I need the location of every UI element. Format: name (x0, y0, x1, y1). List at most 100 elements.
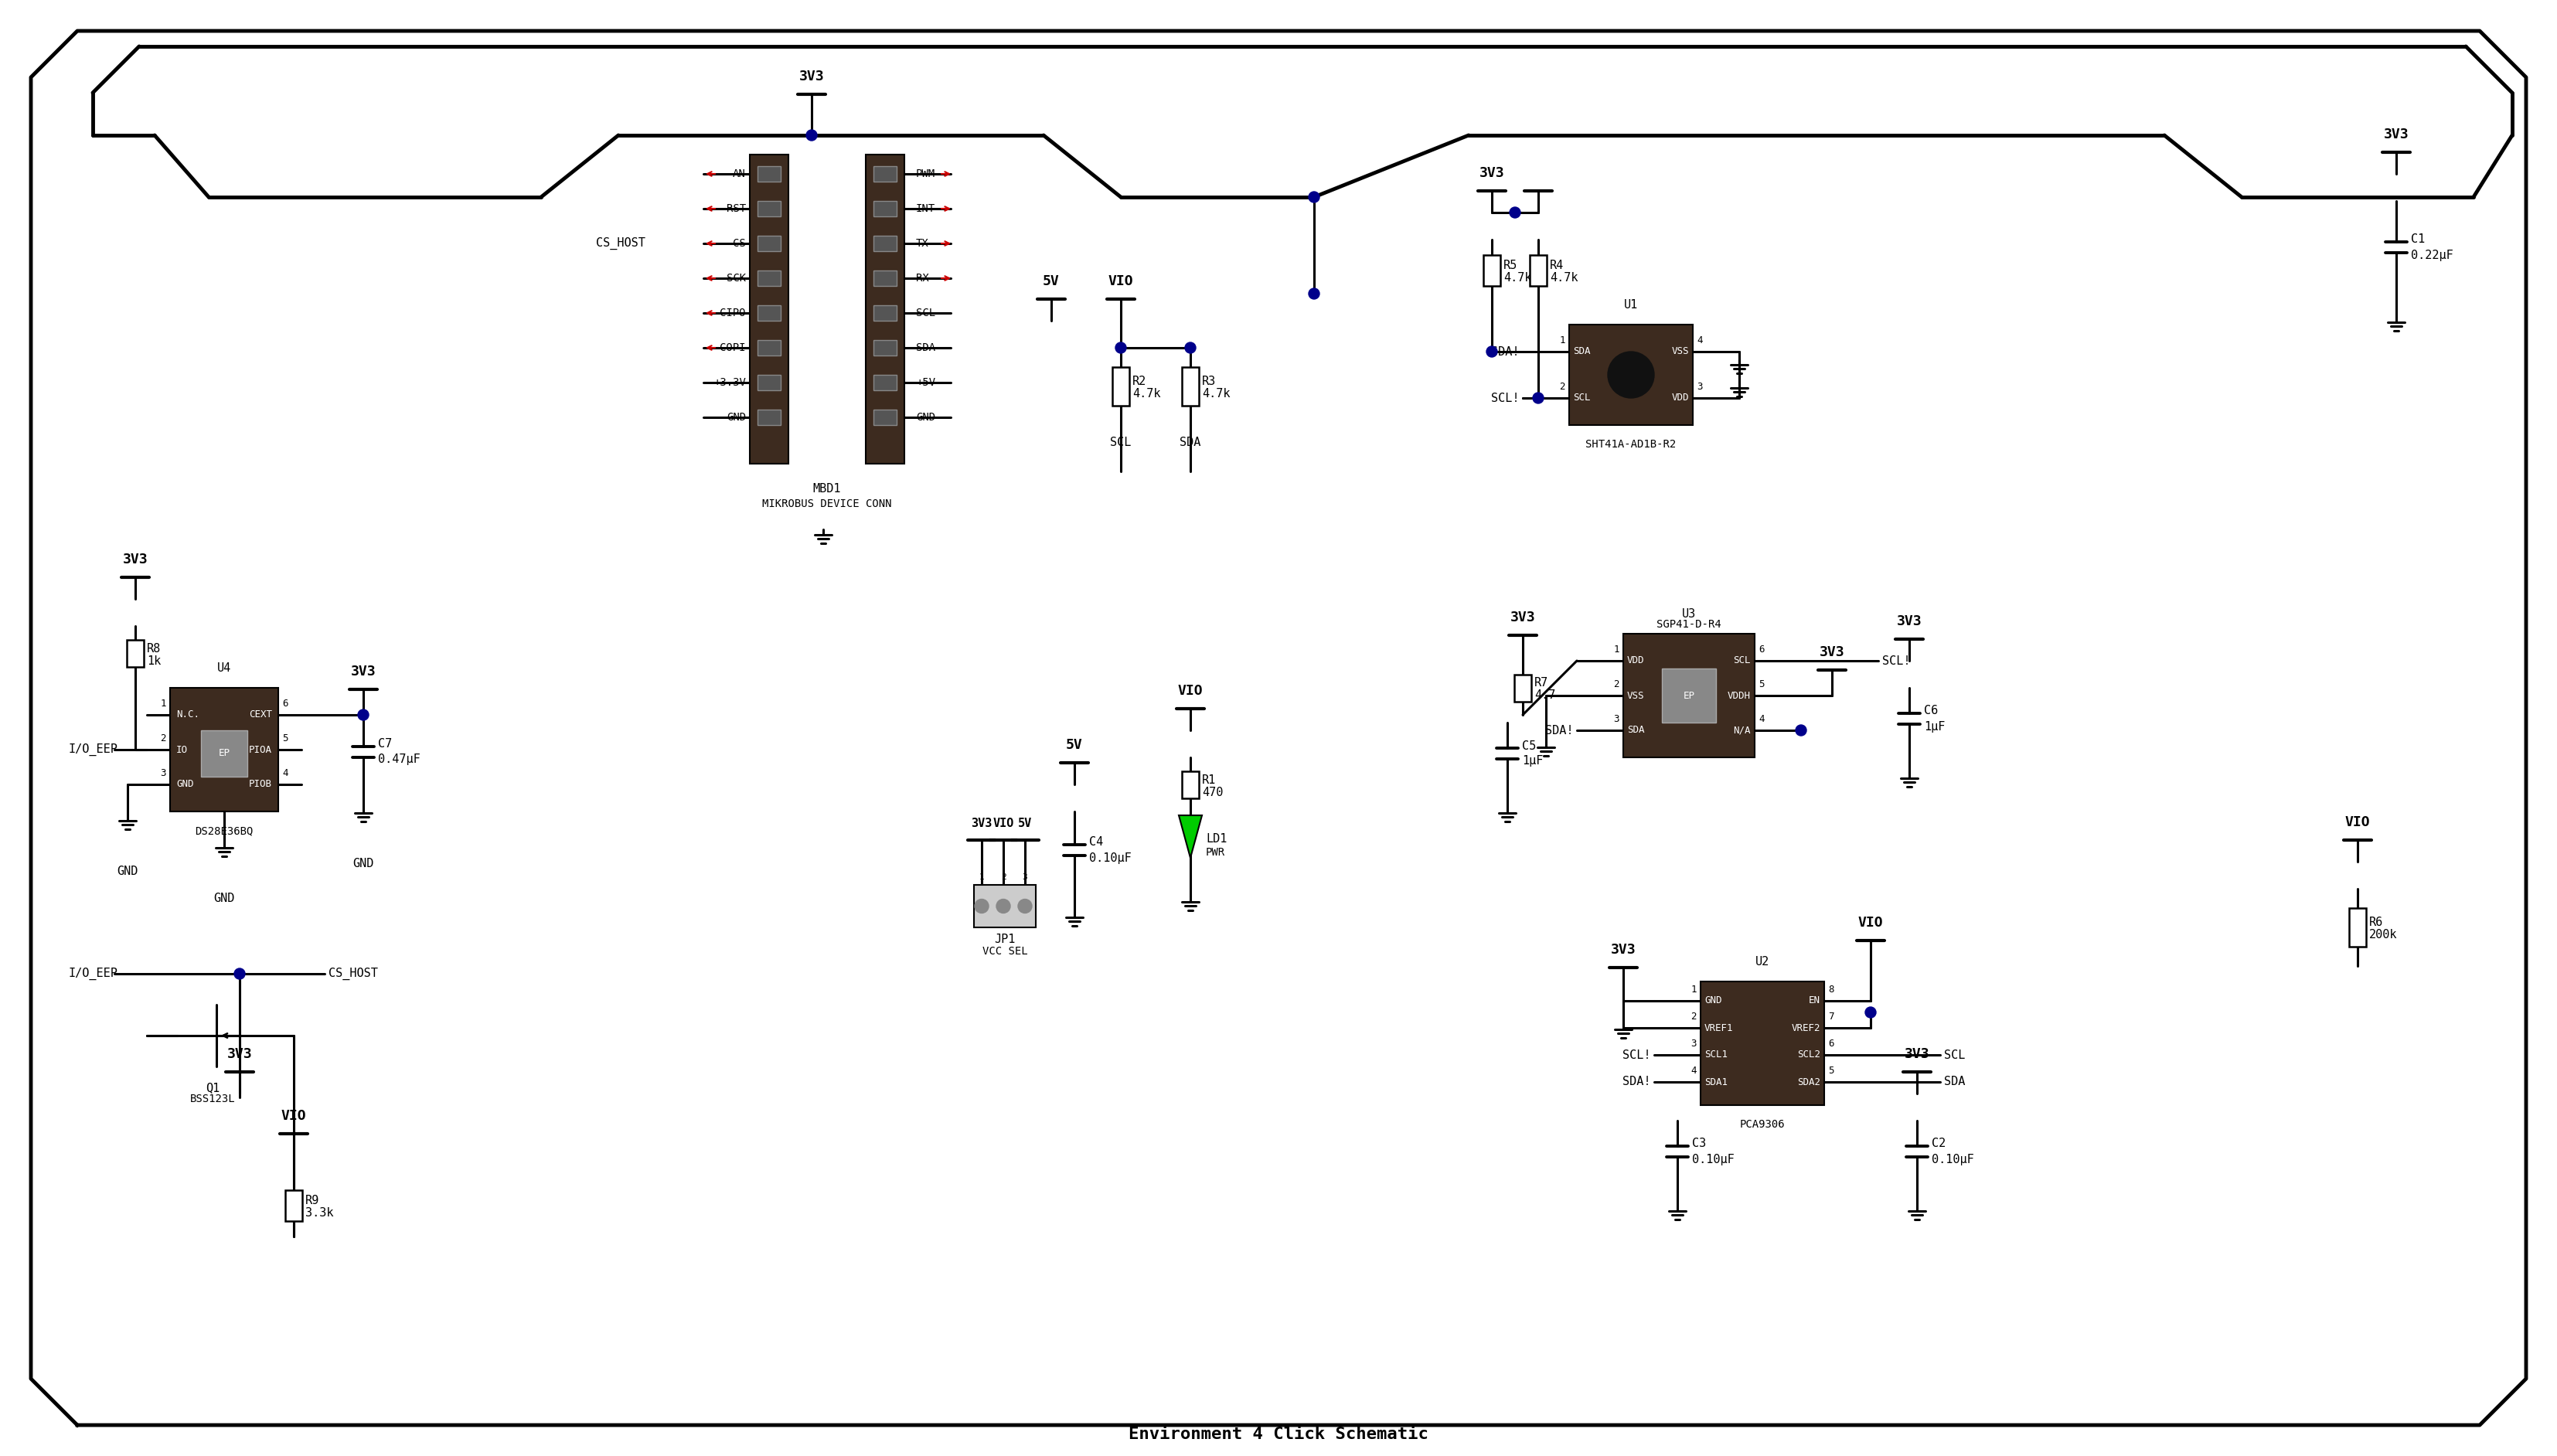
Text: SCL!: SCL! (1882, 655, 1910, 667)
Text: U2: U2 (1754, 957, 1769, 968)
Circle shape (235, 968, 245, 980)
Text: 3.3k: 3.3k (304, 1207, 332, 1219)
Text: 3V3: 3V3 (1905, 1047, 1931, 1061)
Text: SHT41A-AD1B-R2: SHT41A-AD1B-R2 (1585, 438, 1677, 450)
Text: 3V3: 3V3 (2383, 128, 2409, 141)
Text: INT: INT (915, 204, 936, 214)
Bar (757, 271, 780, 285)
Text: 4: 4 (281, 769, 289, 779)
Bar (202, 731, 248, 776)
Text: 1: 1 (1613, 645, 1619, 655)
Text: C2: C2 (1931, 1139, 1946, 1150)
Text: 2: 2 (1560, 381, 1565, 392)
Text: 0.10μF: 0.10μF (1931, 1153, 1974, 1165)
Text: I/O_EEP: I/O_EEP (69, 967, 118, 980)
Text: PCA9306: PCA9306 (1739, 1120, 1785, 1130)
Bar (1700, 981, 1823, 1105)
Text: R1: R1 (1202, 775, 1217, 786)
Text: 3V3: 3V3 (972, 818, 992, 830)
Bar (874, 306, 898, 320)
Circle shape (358, 709, 368, 721)
Text: 3: 3 (1690, 1038, 1698, 1048)
Text: VREF2: VREF2 (1792, 1022, 1821, 1032)
Text: 4: 4 (1698, 335, 1703, 345)
Text: CIPO: CIPO (721, 307, 747, 319)
Text: 5: 5 (1828, 1066, 1833, 1076)
Text: VIO: VIO (281, 1109, 307, 1123)
Text: RX: RX (915, 272, 928, 284)
Text: 7: 7 (1828, 1012, 1833, 1022)
Bar (757, 306, 780, 320)
Text: R9: R9 (304, 1195, 320, 1207)
Bar (874, 409, 898, 425)
Bar (1624, 633, 1754, 757)
Circle shape (1018, 900, 1033, 913)
Bar (757, 409, 780, 425)
Circle shape (1795, 725, 1805, 735)
Bar (757, 201, 780, 217)
Text: C6: C6 (1923, 705, 1938, 716)
Text: VIO: VIO (2345, 815, 2370, 830)
Circle shape (1486, 347, 1498, 357)
Circle shape (1509, 207, 1521, 218)
Text: 3V3: 3V3 (123, 553, 148, 566)
Bar (749, 154, 788, 463)
Bar (1483, 255, 1501, 285)
Circle shape (1309, 192, 1319, 202)
Text: SDA: SDA (1573, 347, 1590, 357)
Text: 3V3: 3V3 (1897, 614, 1923, 629)
Text: LD1: LD1 (1207, 833, 1227, 844)
Bar (757, 236, 780, 252)
Circle shape (1608, 352, 1654, 397)
Text: SCL!: SCL! (1621, 1050, 1649, 1061)
Text: EN: EN (1808, 996, 1821, 1006)
Bar (2350, 909, 2365, 946)
Bar (1570, 325, 1693, 425)
Text: PWM: PWM (915, 169, 936, 179)
Text: MIKROBUS DEVICE CONN: MIKROBUS DEVICE CONN (762, 498, 892, 510)
Text: GND: GND (353, 858, 373, 869)
Text: SCL2: SCL2 (1798, 1050, 1821, 1060)
Text: C3: C3 (1693, 1139, 1706, 1150)
Bar (171, 687, 279, 811)
Text: U3: U3 (1683, 609, 1695, 620)
Text: 470: 470 (1202, 786, 1222, 798)
Text: R8: R8 (146, 642, 161, 654)
Text: 3V3: 3V3 (1511, 610, 1534, 625)
Bar (874, 341, 898, 355)
Text: VIO: VIO (1107, 274, 1133, 288)
Text: 1μF: 1μF (1521, 756, 1542, 767)
Text: BSS123L: BSS123L (189, 1093, 235, 1104)
Text: PIOA: PIOA (248, 744, 271, 754)
Circle shape (1115, 342, 1125, 354)
Text: SDA: SDA (1943, 1076, 1966, 1088)
Text: TX: TX (915, 237, 928, 249)
Text: N.C.: N.C. (176, 711, 199, 719)
Text: C1: C1 (2411, 234, 2424, 246)
Text: PIOB: PIOB (248, 779, 271, 789)
Text: CEXT: CEXT (248, 711, 271, 719)
Text: DS28E36BQ: DS28E36BQ (194, 826, 253, 836)
Text: 6: 6 (1759, 645, 1764, 655)
Bar (874, 374, 898, 390)
Text: SCL1: SCL1 (1706, 1050, 1729, 1060)
Text: SDA2: SDA2 (1798, 1077, 1821, 1088)
Text: SDA!: SDA! (1621, 1076, 1649, 1088)
Text: 5: 5 (281, 734, 289, 744)
Text: VDD: VDD (1626, 655, 1644, 665)
Text: SCK: SCK (726, 272, 747, 284)
Text: SCL: SCL (1734, 655, 1752, 665)
Bar (757, 166, 780, 182)
Text: 4.7k: 4.7k (1504, 272, 1532, 284)
Text: 5V: 5V (1043, 274, 1059, 288)
Text: 2: 2 (1613, 680, 1619, 689)
Text: VIO: VIO (992, 818, 1015, 830)
Text: SCL: SCL (1573, 393, 1590, 403)
Bar (286, 1190, 302, 1222)
Bar (874, 201, 898, 217)
Text: 2: 2 (161, 734, 166, 744)
Bar (1181, 367, 1199, 406)
Text: 6: 6 (1828, 1038, 1833, 1048)
Text: 2: 2 (1000, 874, 1005, 881)
Text: 0.47μF: 0.47μF (378, 754, 419, 764)
